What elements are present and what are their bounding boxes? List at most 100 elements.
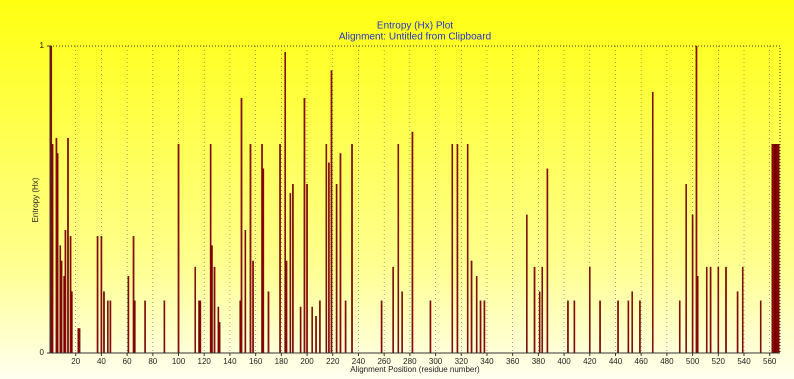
bar [685, 183, 687, 354]
bar [401, 291, 403, 354]
bar [617, 300, 619, 354]
bar [380, 300, 383, 354]
bar [194, 266, 197, 354]
bar [67, 137, 69, 354]
bar [705, 266, 708, 354]
x-tick-label: 360 [506, 357, 520, 366]
bar [771, 144, 774, 354]
bar [776, 144, 779, 354]
bar [211, 245, 213, 354]
bar [546, 168, 549, 354]
bar [695, 45, 698, 354]
bar [78, 328, 81, 354]
bar [709, 266, 712, 354]
bar [244, 230, 247, 354]
bar [775, 144, 777, 354]
bar [289, 193, 292, 354]
chart-title: Entropy (Hx) Plot [377, 21, 453, 32]
bar [429, 300, 432, 354]
bar [56, 153, 59, 354]
bar [69, 236, 72, 354]
bar [541, 266, 544, 354]
bar [163, 300, 166, 354]
bar [526, 214, 528, 354]
bar [339, 153, 342, 354]
bar [691, 214, 694, 354]
bar [741, 266, 744, 354]
bar [772, 144, 775, 354]
bar [134, 300, 136, 354]
bar [60, 260, 63, 354]
bar [466, 144, 469, 354]
x-tick-label: 40 [97, 357, 106, 366]
bar [736, 291, 739, 354]
bar [127, 276, 130, 354]
x-tick-label: 120 [198, 357, 212, 366]
bar [285, 260, 288, 354]
bar [451, 144, 454, 354]
bar [55, 137, 58, 354]
bar [299, 306, 302, 354]
bar [107, 300, 109, 354]
bar [103, 291, 105, 354]
bar [344, 300, 347, 354]
bar [725, 266, 727, 354]
bar [759, 300, 762, 354]
bar [311, 306, 313, 354]
bar [631, 291, 633, 354]
bar [292, 183, 294, 354]
chart-subtitle: Alignment: Untitled from Clipboard [339, 32, 491, 43]
bar [392, 266, 394, 354]
bar [306, 183, 308, 354]
x-tick-label: 440 [609, 357, 623, 366]
bar [50, 45, 53, 354]
bar [315, 316, 317, 354]
y-axis-label: Entropy (Hx) [31, 177, 40, 222]
x-tick-label: 540 [737, 357, 751, 366]
bar [627, 300, 630, 354]
bar [261, 144, 263, 354]
x-tick-label: 200 [300, 357, 314, 366]
bar [59, 245, 62, 354]
bar [573, 300, 576, 354]
x-tick-label: 520 [712, 357, 726, 366]
bar [303, 98, 306, 354]
x-tick-label: 240 [352, 357, 366, 366]
bar [567, 300, 569, 354]
bar [217, 306, 220, 354]
x-tick-label: 400 [557, 357, 571, 366]
bar [774, 144, 776, 354]
x-tick-label: 140 [223, 357, 237, 366]
bar [678, 300, 681, 354]
bar [325, 144, 328, 354]
bar [588, 266, 591, 354]
bar [651, 91, 654, 354]
bar [249, 144, 252, 354]
bar [479, 300, 482, 354]
bar [218, 322, 221, 354]
x-tick-label: 60 [123, 357, 132, 366]
bar [411, 131, 414, 354]
bar [335, 183, 338, 354]
x-tick-label: 500 [686, 357, 700, 366]
x-axis-label: Alignment Position (residue number) [350, 365, 480, 374]
x-tick-label: 380 [532, 357, 546, 366]
bar [71, 291, 73, 354]
bar [533, 266, 536, 354]
x-tick-label: 460 [635, 357, 649, 366]
bar [717, 266, 720, 354]
bar [696, 276, 699, 354]
bar [132, 236, 135, 354]
bar [198, 300, 200, 354]
bar [252, 260, 254, 354]
x-tick-label: 560 [763, 357, 777, 366]
bar [63, 276, 65, 354]
x-tick-label: 320 [455, 357, 469, 366]
y-tick-label: 0 [40, 348, 45, 357]
bar [144, 300, 146, 354]
bar [470, 260, 473, 354]
bar [96, 236, 99, 354]
x-tick-label: 100 [172, 357, 186, 366]
